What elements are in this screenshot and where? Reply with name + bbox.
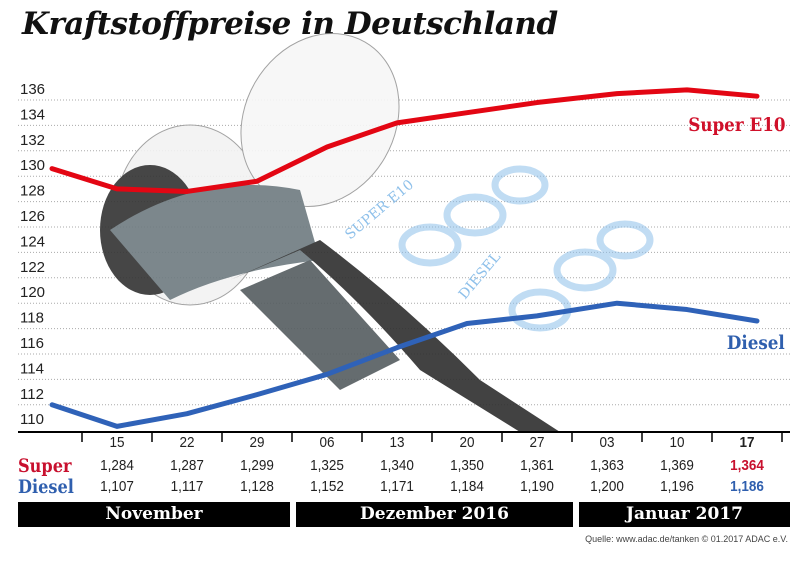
x-tick-label: 10	[669, 434, 685, 451]
month-january: Januar 2017	[579, 502, 790, 527]
table-cell: 1,152	[310, 478, 344, 495]
legend-diesel: Diesel	[727, 332, 785, 354]
row-label-super: Super	[18, 455, 72, 477]
y-tick-label: 130	[20, 157, 45, 174]
y-tick-label: 134	[20, 106, 45, 123]
y-tick-label: 116	[20, 335, 44, 352]
month-november: November	[18, 502, 290, 527]
y-tick-label: 112	[20, 386, 44, 403]
table-cell: 1,184	[450, 478, 484, 495]
table-cell: 1,350	[450, 457, 484, 474]
y-tick-label: 128	[20, 183, 45, 200]
y-tick-label: 120	[20, 284, 45, 301]
fuel-nozzle-illustration	[100, 33, 560, 432]
table-cell: 1,340	[380, 457, 414, 474]
month-december: Dezember 2016	[296, 502, 573, 527]
table-cell: 1,190	[520, 478, 554, 495]
table-cell: 1,171	[380, 478, 414, 495]
table-cell: 1,117	[170, 478, 204, 495]
table-cell: 1,287	[170, 457, 204, 474]
x-tick-label: 27	[529, 434, 545, 451]
y-tick-label: 118	[20, 310, 44, 327]
table-cell: 1,186	[730, 478, 764, 495]
x-tick-label: 03	[599, 434, 615, 451]
table-cell: 1,107	[100, 478, 134, 495]
table-cell: 1,363	[590, 457, 624, 474]
x-tick-label: 29	[249, 434, 265, 451]
source-note: Quelle: www.adac.de/tanken © 01.2017 ADA…	[585, 534, 788, 544]
table-cell: 1,325	[310, 457, 344, 474]
diesel-watermark-text: DIESEL	[456, 249, 504, 302]
table-cell: 1,284	[100, 457, 134, 474]
table-cell: 1,364	[730, 457, 764, 474]
table-cell: 1,128	[240, 478, 274, 495]
y-tick-label: 110	[20, 411, 44, 428]
y-tick-label: 122	[20, 259, 45, 276]
table-cell: 1,200	[590, 478, 624, 495]
table-cell: 1,299	[240, 457, 274, 474]
x-tick-label: 15	[109, 434, 125, 451]
x-tick-label: 13	[389, 434, 405, 451]
x-tick-label: 22	[179, 434, 195, 451]
table-cell: 1,196	[660, 478, 694, 495]
table-cell: 1,361	[520, 457, 554, 474]
x-tick-label: 17	[739, 434, 755, 451]
y-tick-label: 132	[20, 132, 45, 149]
y-tick-label: 114	[20, 360, 44, 377]
x-tick-label: 06	[319, 434, 335, 451]
chart-title: Kraftstoffpreise in Deutschland	[22, 6, 558, 42]
table-cell: 1,369	[660, 457, 694, 474]
y-tick-label: 126	[20, 208, 45, 225]
y-tick-label: 124	[20, 233, 45, 250]
row-label-diesel: Diesel	[18, 476, 74, 498]
x-tick-label: 20	[459, 434, 475, 451]
y-tick-label: 136	[20, 81, 45, 98]
legend-super-e10: Super E10	[687, 114, 785, 136]
